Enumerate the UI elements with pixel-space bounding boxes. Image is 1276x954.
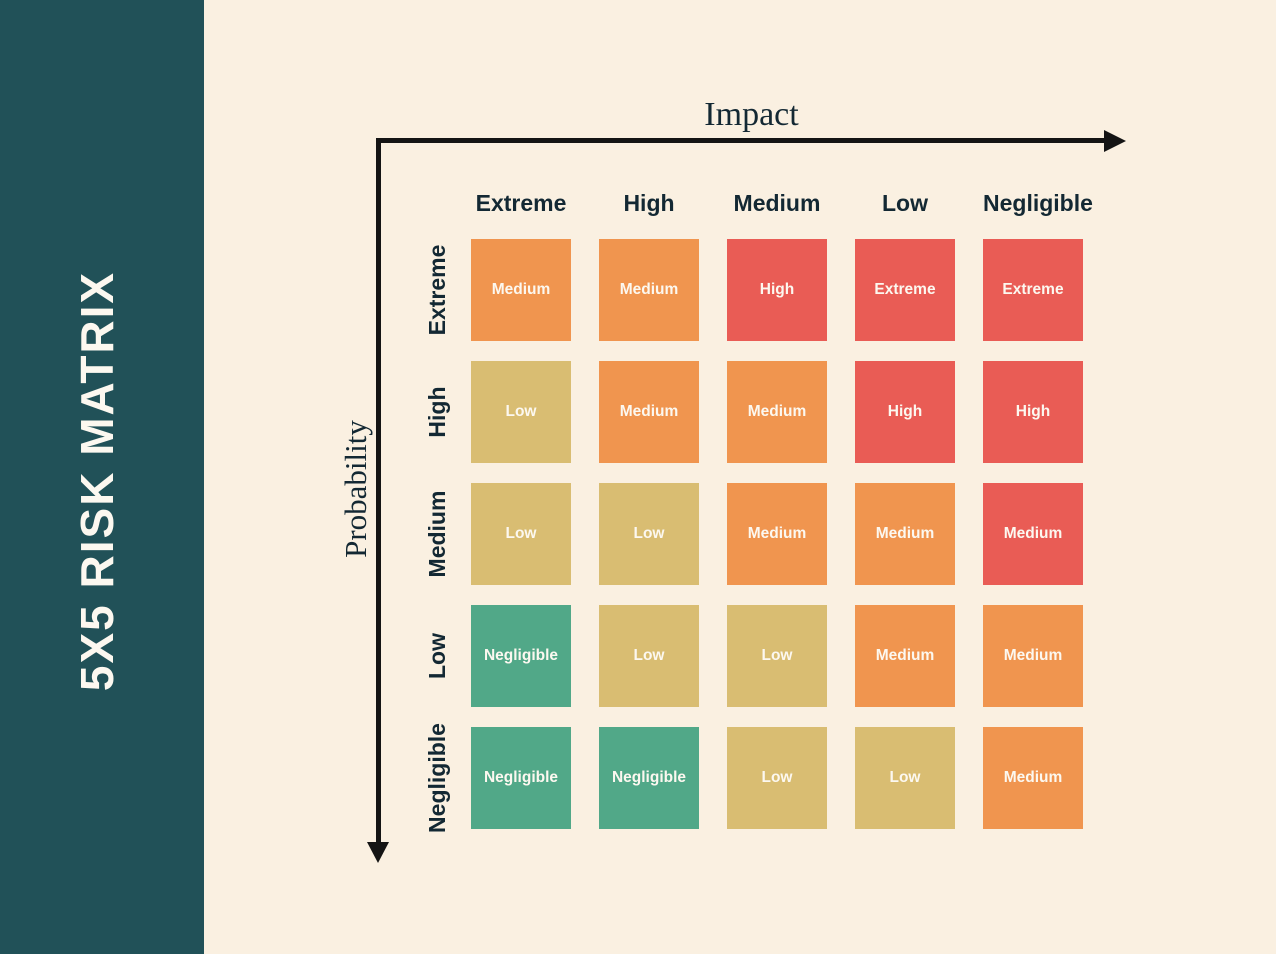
risk-matrix-grid: Medium Medium High Extreme Extreme Low M…: [471, 239, 1083, 829]
matrix-cell: Low: [599, 483, 699, 585]
matrix-cell: Extreme: [983, 239, 1083, 341]
matrix-cell: High: [855, 361, 955, 463]
page-title: 5X5 RISK MATRIX: [71, 270, 123, 692]
row-header-low: Low: [424, 633, 450, 679]
impact-column-headers: Extreme High Medium Low Negligible: [471, 188, 1093, 218]
col-header-medium: Medium: [733, 190, 821, 216]
matrix-cell: Low: [727, 605, 827, 707]
col-header-negligible: Negligible: [983, 190, 1093, 216]
matrix-cell: Medium: [983, 605, 1083, 707]
matrix-cell: Negligible: [471, 605, 571, 707]
col-header-extreme: Extreme: [475, 190, 567, 216]
impact-axis-label: Impact: [704, 96, 799, 133]
matrix-cell: Medium: [727, 483, 827, 585]
matrix-cell: Low: [855, 727, 955, 829]
matrix-cell: Low: [599, 605, 699, 707]
matrix-cell: Low: [471, 361, 571, 463]
row-header-extreme: Extreme: [424, 244, 450, 336]
sidebar: 5X5 RISK MATRIX: [0, 0, 204, 954]
col-header-low: Low: [882, 190, 928, 216]
row-header-negligible: Negligible: [424, 723, 450, 833]
matrix-cell: Medium: [983, 483, 1083, 585]
matrix-cell: Low: [471, 483, 571, 585]
matrix-cell: Medium: [599, 239, 699, 341]
matrix-cell: Medium: [855, 605, 955, 707]
matrix-cell: Low: [727, 727, 827, 829]
impact-axis-arrow: [376, 138, 1106, 143]
matrix-cell: Medium: [599, 361, 699, 463]
arrow-right-icon: [1104, 130, 1126, 152]
probability-axis-arrow: [376, 138, 381, 843]
matrix-cell: High: [983, 361, 1083, 463]
matrix-cell: Medium: [727, 361, 827, 463]
matrix-cell: Extreme: [855, 239, 955, 341]
matrix-cell: Negligible: [599, 727, 699, 829]
row-header-medium: Medium: [424, 490, 450, 578]
matrix-cell: Medium: [855, 483, 955, 585]
arrow-down-icon: [367, 842, 389, 863]
probability-axis-label: Probability: [338, 420, 373, 558]
matrix-cell: Negligible: [471, 727, 571, 829]
col-header-high: High: [623, 190, 675, 216]
matrix-cell: High: [727, 239, 827, 341]
matrix-cell: Medium: [471, 239, 571, 341]
matrix-cell: Medium: [983, 727, 1083, 829]
row-header-high: High: [424, 386, 450, 438]
